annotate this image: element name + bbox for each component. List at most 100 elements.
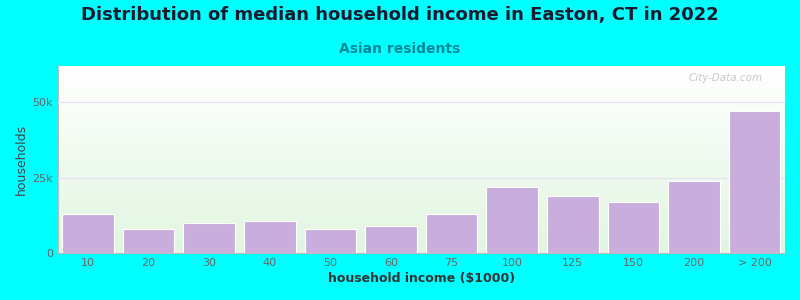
Bar	[58, 149, 785, 150]
Bar	[58, 249, 785, 250]
Bar	[58, 90, 785, 91]
Bar	[58, 203, 785, 204]
Bar	[58, 66, 785, 67]
Bar	[58, 137, 785, 138]
Bar	[58, 69, 785, 70]
Bar	[58, 133, 785, 134]
Bar	[305, 229, 356, 253]
Bar	[58, 138, 785, 139]
Bar	[58, 169, 785, 170]
Bar	[58, 182, 785, 183]
Bar	[58, 82, 785, 83]
Bar	[58, 235, 785, 236]
Bar	[58, 71, 785, 72]
Bar	[58, 198, 785, 199]
Bar	[58, 148, 785, 149]
Bar	[58, 94, 785, 95]
Bar	[58, 250, 785, 251]
Bar	[58, 248, 785, 249]
Bar	[58, 112, 785, 113]
Bar	[486, 187, 538, 253]
Bar	[58, 116, 785, 117]
Bar	[58, 88, 785, 89]
Bar	[58, 110, 785, 111]
Bar	[58, 240, 785, 241]
Bar	[58, 130, 785, 131]
Bar	[58, 231, 785, 232]
Bar	[58, 205, 785, 206]
Bar	[58, 72, 785, 73]
Bar	[58, 100, 785, 101]
Bar	[58, 160, 785, 161]
Bar	[58, 126, 785, 127]
Bar	[58, 97, 785, 98]
Bar	[58, 238, 785, 239]
Bar	[58, 84, 785, 85]
Bar	[58, 125, 785, 126]
Bar	[58, 187, 785, 188]
Bar	[58, 152, 785, 153]
Bar	[58, 68, 785, 69]
Bar	[58, 214, 785, 215]
Bar	[58, 93, 785, 94]
Bar	[58, 251, 785, 252]
Bar	[58, 183, 785, 184]
Bar	[58, 229, 785, 230]
Bar	[668, 181, 720, 253]
Bar	[366, 226, 417, 253]
Bar	[58, 233, 785, 234]
Bar	[58, 79, 785, 80]
Bar	[58, 85, 785, 86]
Bar	[58, 168, 785, 169]
Bar	[58, 207, 785, 208]
Bar	[58, 230, 785, 231]
Bar	[58, 200, 785, 201]
Bar	[58, 78, 785, 79]
Bar	[58, 164, 785, 165]
Bar	[58, 127, 785, 128]
Bar	[244, 221, 295, 253]
Bar	[58, 225, 785, 226]
Bar	[58, 139, 785, 140]
Bar	[58, 188, 785, 189]
Bar	[58, 218, 785, 219]
Bar	[58, 165, 785, 166]
Bar	[58, 142, 785, 143]
Bar	[58, 244, 785, 245]
Bar	[58, 122, 785, 123]
Bar	[58, 80, 785, 81]
Bar	[58, 224, 785, 225]
Bar	[58, 226, 785, 227]
Bar	[58, 136, 785, 137]
Bar	[58, 102, 785, 103]
Bar	[58, 247, 785, 248]
Bar	[58, 155, 785, 156]
Bar	[58, 131, 785, 132]
Bar	[58, 172, 785, 173]
Bar	[58, 221, 785, 222]
Bar	[58, 118, 785, 119]
Bar	[58, 241, 785, 242]
Bar	[58, 143, 785, 144]
Bar	[729, 111, 781, 253]
Bar	[58, 234, 785, 235]
Bar	[58, 132, 785, 133]
Bar	[58, 124, 785, 125]
Bar	[58, 101, 785, 102]
Bar	[58, 217, 785, 218]
Bar	[58, 141, 785, 142]
Bar	[58, 135, 785, 136]
Bar	[58, 70, 785, 71]
Bar	[58, 103, 785, 104]
Bar	[58, 190, 785, 191]
Bar	[58, 176, 785, 177]
Bar	[58, 186, 785, 187]
Bar	[58, 209, 785, 210]
Bar	[58, 177, 785, 178]
Bar	[58, 174, 785, 175]
Bar	[58, 147, 785, 148]
Bar	[123, 229, 174, 253]
Bar	[58, 194, 785, 195]
Bar	[58, 113, 785, 114]
Bar	[58, 157, 785, 158]
